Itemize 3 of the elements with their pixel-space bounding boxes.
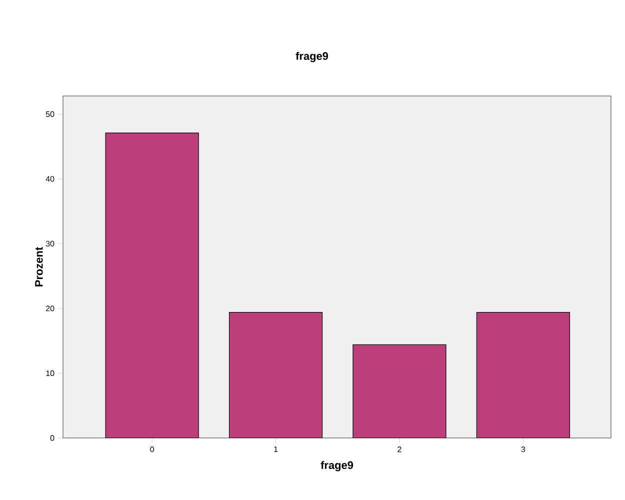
y-axis-title: Prozent [35,247,43,286]
chart-title: frage9 [296,52,328,62]
x-axis-title: frage9 [320,460,354,472]
